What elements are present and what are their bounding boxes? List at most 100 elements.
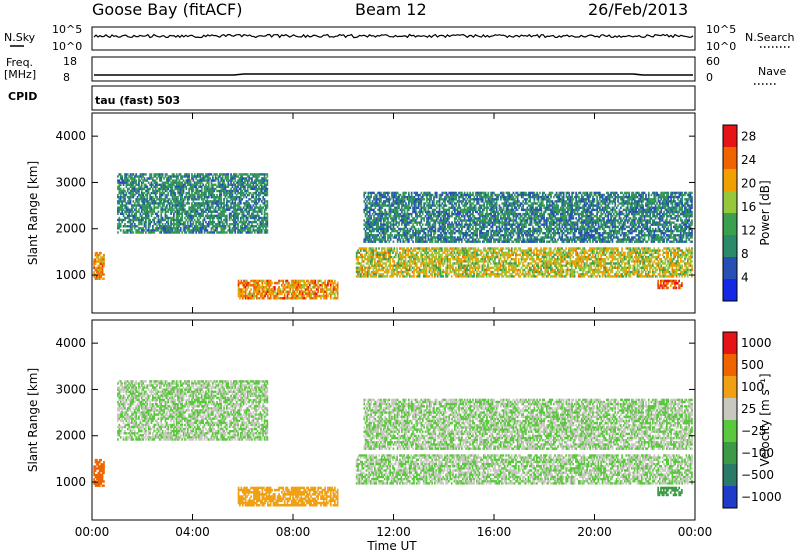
heatmap-cell (239, 297, 241, 300)
heatmap-cell (121, 210, 123, 213)
heatmap-cell (196, 225, 199, 228)
heatmap-cell (281, 297, 283, 300)
heatmap-cell (210, 223, 213, 226)
heatmap-cell (622, 275, 625, 278)
heatmap-cell (531, 255, 534, 259)
heatmap-cell (189, 225, 192, 228)
heatmap-cell (125, 208, 128, 211)
heatmap-cell (263, 214, 266, 218)
heatmap-cell (260, 286, 262, 289)
heatmap-cell (198, 206, 200, 209)
heatmap-cell (258, 187, 260, 191)
freq-trace (94, 73, 693, 76)
heatmap-cell (189, 210, 192, 213)
heatmap-cell (214, 175, 217, 178)
heatmap-cell (186, 223, 189, 226)
heatmap-cell (174, 223, 177, 226)
heatmap-cell (263, 198, 266, 201)
heatmap-cell (262, 206, 264, 209)
heatmap-cell (122, 181, 125, 184)
heatmap-cell (552, 249, 555, 252)
heatmap-cell (189, 212, 192, 215)
heatmap-cell (364, 258, 366, 261)
heatmap-cell (601, 275, 604, 278)
heatmap-cell (256, 183, 259, 186)
freq-tick-bottom: 8 (63, 71, 70, 84)
heatmap-cell (142, 202, 144, 205)
heatmap-cell (145, 225, 147, 228)
heatmap-cell (217, 196, 220, 199)
heatmap-cell (241, 290, 244, 293)
heatmap-cell (227, 196, 230, 199)
heatmap-cell (212, 179, 214, 182)
heatmap-cell (304, 290, 307, 293)
heatmap-cell (161, 206, 164, 209)
heatmap-cell (428, 270, 431, 274)
heatmap-cell (246, 206, 249, 209)
heatmap-cell (534, 260, 537, 263)
heatmap-cell (357, 268, 359, 272)
heatmap-cell (147, 181, 150, 184)
heatmap-cell (212, 175, 214, 178)
heatmap-cell (251, 297, 254, 300)
heatmap-cell (220, 202, 223, 205)
heatmap-cell (300, 279, 303, 283)
heatmap-cell (290, 294, 293, 298)
heatmap-cell (247, 297, 250, 300)
heatmap-cell (119, 177, 122, 180)
heatmap-cell (473, 275, 475, 278)
heatmap-cell (126, 183, 129, 186)
heatmap-cell (293, 286, 296, 289)
heatmap-cell (258, 200, 260, 203)
heatmap-cell (219, 202, 221, 205)
heatmap-cell (271, 281, 273, 285)
heatmap-cell (566, 273, 569, 276)
heatmap-cell (140, 216, 143, 220)
heatmap-cell (227, 183, 230, 186)
heatmap-cell (179, 181, 182, 184)
heatmap-cell (378, 258, 380, 261)
heatmap-cell (379, 253, 382, 257)
heatmap-cell (193, 198, 196, 201)
heatmap-cell (231, 227, 234, 230)
heatmap-cell (118, 220, 121, 224)
heatmap-cell (142, 216, 144, 220)
heatmap-cell (101, 273, 104, 276)
heatmap-cell (205, 210, 207, 213)
heatmap-cell (143, 204, 146, 207)
heatmap-cell (221, 220, 224, 224)
heatmap-cell (193, 214, 196, 218)
heatmap-cell (174, 231, 177, 234)
heatmap-cell (272, 292, 275, 296)
heatmap-cell (561, 247, 563, 250)
heatmap-cell (245, 191, 248, 195)
heatmap-cell (198, 179, 200, 182)
heatmap-cell (143, 220, 146, 224)
heatmap-cell (292, 286, 294, 289)
heatmap-cell (220, 231, 223, 234)
heatmap-cell (251, 179, 253, 182)
heatmap-cell (173, 218, 175, 222)
heatmap-cell (207, 202, 210, 205)
heatmap-cell (154, 223, 157, 226)
heatmap-cell (174, 227, 177, 230)
heatmap-cell (371, 255, 373, 259)
heatmap-cell (251, 177, 253, 180)
heatmap-cell (175, 204, 178, 207)
heatmap-cell (260, 229, 263, 232)
heatmap-cell (157, 214, 160, 218)
heatmap-cell (174, 185, 177, 188)
heatmap-cell (205, 179, 207, 182)
heatmap-cell (240, 288, 243, 291)
heatmap-cell (96, 269, 98, 272)
heatmap-cell (98, 260, 101, 263)
heatmap-cell (271, 290, 273, 293)
heatmap-cell (238, 220, 241, 224)
heatmap-cell (249, 229, 252, 232)
heatmap-cell (360, 247, 362, 250)
heatmap-cell (441, 247, 443, 250)
heatmap-cell (217, 204, 220, 207)
heatmap-cell (246, 294, 248, 298)
heatmap-cell (408, 266, 411, 269)
heatmap-cell (129, 227, 132, 230)
